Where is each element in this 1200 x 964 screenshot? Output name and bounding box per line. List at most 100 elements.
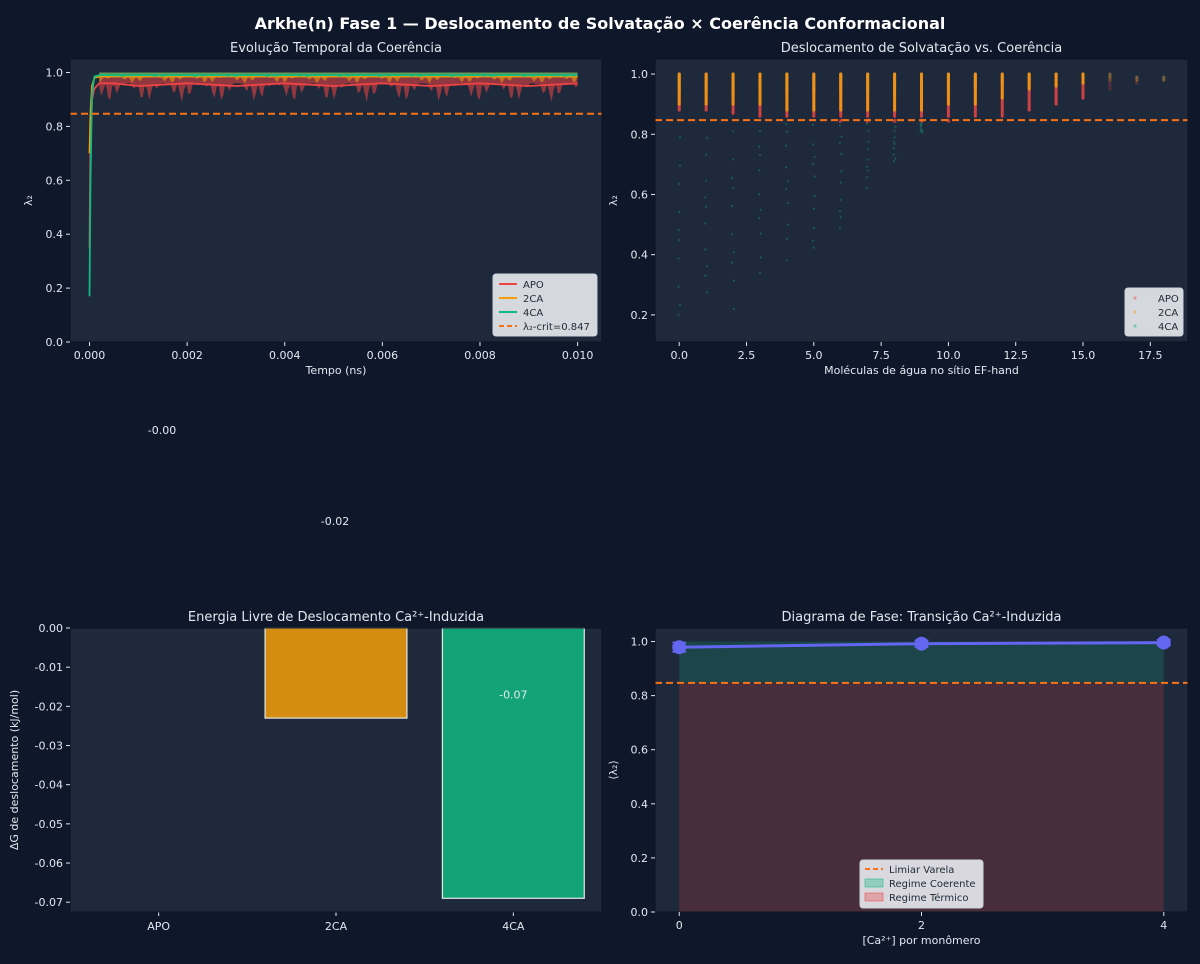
scatter-point-4CA xyxy=(759,232,762,235)
scatter-panel-xtick-label: 0.0 xyxy=(670,349,688,362)
bars-panel-ytick-label: -0.06 xyxy=(35,857,63,870)
scatter-point-APO xyxy=(839,120,842,123)
bars-panel-ytick-label: -0.03 xyxy=(35,740,63,753)
time-panel-xtick-label: 0.002 xyxy=(171,349,203,362)
scatter-point-4CA xyxy=(785,187,788,191)
scatter-legend-label-APO: APO xyxy=(1158,294,1179,305)
bars-panel-ytick-label: -0.01 xyxy=(35,661,63,674)
bars-panel-ytick-label: -0.04 xyxy=(35,779,63,792)
scatter-panel-ytick-label: 0.8 xyxy=(631,128,649,141)
scatter-panel-ytick-label: 0.4 xyxy=(631,249,649,262)
phase-point xyxy=(1156,635,1171,650)
scatter-point-4CA xyxy=(866,169,869,172)
phase-legend-label: Regime Coerente xyxy=(889,879,976,890)
phase-panel: 0.0 0.2 0.4 0.6 0.8 1.0 0 2 4 Diagrama de Fase: T… xyxy=(607,610,1189,947)
scatter-panel-xtick-label: 2.5 xyxy=(738,349,756,362)
scatter-point-APO xyxy=(838,121,842,124)
scatter-point-4CA xyxy=(867,140,870,143)
scatter-point-4CA xyxy=(731,130,735,133)
scatter-point-4CA xyxy=(759,256,762,259)
scatter-point-APO xyxy=(892,120,895,123)
legend-label-λ₂-crit=0.847: λ₂-crit=0.847 xyxy=(523,322,590,333)
scatter-point-4CA xyxy=(919,130,922,133)
scatter-point-APO xyxy=(893,119,896,122)
scatter-point-4CA xyxy=(758,145,761,148)
scatter-point-APO xyxy=(948,119,951,122)
bars-xtick-label-4CA: 4CA xyxy=(502,920,525,933)
scatter-point-4CA xyxy=(758,169,761,172)
scatter-legend-label-4CA: 4CA xyxy=(1158,322,1178,333)
scatter-point-4CA xyxy=(678,303,682,306)
scatter-point-4CA xyxy=(920,122,923,125)
phase-panel-ytick-label: 0.2 xyxy=(631,852,649,865)
series-band-APO xyxy=(99,72,578,102)
phase-panel-ytick-label: 1.0 xyxy=(631,636,649,649)
bars-panel-ytick-label: -0.07 xyxy=(35,896,63,909)
scatter-point-4CA xyxy=(893,142,896,145)
scatter-point-APO xyxy=(865,120,868,123)
scatter-point-APO xyxy=(894,120,897,123)
bars-panel-ytick-label: -0.05 xyxy=(35,818,63,831)
scatter-point-APO xyxy=(838,120,842,123)
time-panel-xlabel: Tempo (ns) xyxy=(305,364,367,377)
scatter-panel-xtick-label: 7.5 xyxy=(872,349,890,362)
bars-panel-frame xyxy=(69,627,603,913)
scatter-point-4CA xyxy=(785,166,788,169)
phase-point xyxy=(914,636,929,651)
scatter-point-4CA xyxy=(866,147,869,150)
scatter-point-4CA xyxy=(921,131,924,134)
scatter-point-APO xyxy=(894,120,897,124)
bar-4CA xyxy=(441,627,585,899)
scatter-point-4CA xyxy=(812,246,815,249)
scatter-point-4CA xyxy=(704,222,707,225)
scatter-point-4CA xyxy=(759,208,762,211)
scatter-panel: 0.2 0.4 0.6 0.8 1.0 0.0 2.5 5.0 7.5 10.0 12.5 15.0 1… xyxy=(607,41,1189,377)
time-panel-xtick-label: 0.010 xyxy=(562,349,594,362)
bars-panel-ytick-label: -0.02 xyxy=(35,700,63,713)
phase-panel-ytick-label: 0.4 xyxy=(631,798,649,811)
scatter-panel-frame xyxy=(654,58,1189,343)
scatter-point-4CA xyxy=(786,201,789,205)
scatter-point-4CA xyxy=(839,216,842,219)
scatter-point-4CA xyxy=(678,164,682,167)
time-panel: 0.0 0.2 0.4 0.6 0.8 1.0 0.000 0.002 0.004 0.006 0.… xyxy=(22,41,603,377)
scatter-point-4CA xyxy=(731,176,734,179)
scatter-point-APO xyxy=(838,118,842,121)
phase-panel-ytick-label: 0.8 xyxy=(631,690,649,703)
scatter-panel-xlabel: Moléculas de água no sítio EF-hand xyxy=(824,364,1019,377)
scatter-point-4CA xyxy=(705,291,709,294)
scatter-point-4CA xyxy=(892,140,895,143)
scatter-point-4CA xyxy=(838,124,842,127)
scatter-point-4CA xyxy=(894,119,897,122)
scatter-point-4CA xyxy=(677,257,680,260)
figure-title: Arkhe(n) Fase 1 — Deslocamento de Solvat… xyxy=(254,14,946,33)
phase-legend-swatch xyxy=(864,892,884,902)
scatter-point-APO xyxy=(921,120,924,124)
scatter-panel-ytick-label: 1.0 xyxy=(631,68,649,81)
time-panel-ytick-label: 0.0 xyxy=(46,336,64,349)
scatter-point-4CA xyxy=(893,129,896,132)
bar-2CA xyxy=(264,627,408,719)
scatter-point-APO xyxy=(948,120,951,123)
scatter-point-4CA xyxy=(677,285,680,288)
scatter-point-4CA xyxy=(758,271,762,274)
scatter-point-4CA xyxy=(678,182,681,185)
scatter-point-4CA xyxy=(865,187,868,190)
scatter-point-4CA xyxy=(893,136,896,139)
scatter-legend-box xyxy=(1124,287,1184,337)
scatter-point-4CA xyxy=(921,129,924,132)
scatter-point-4CA xyxy=(704,196,707,199)
scatter-point-4CA xyxy=(786,223,789,226)
scatter-point-APO xyxy=(839,119,842,122)
scatter-point-4CA xyxy=(732,279,735,282)
bars-panel-ytick-label: 0.00 xyxy=(39,622,64,635)
scatter-point-4CA xyxy=(785,237,789,240)
time-legend: APO 2CA 4CA λ₂-crit=0.847 xyxy=(492,273,598,337)
scatter-point-4CA xyxy=(732,251,735,254)
time-legend-box xyxy=(492,273,598,337)
phase-legend-label: Regime Térmico xyxy=(889,892,968,904)
scatter-legend-marker-4CA xyxy=(1133,324,1137,328)
phase-legend-box xyxy=(859,859,984,909)
scatter-point-4CA xyxy=(811,143,815,146)
